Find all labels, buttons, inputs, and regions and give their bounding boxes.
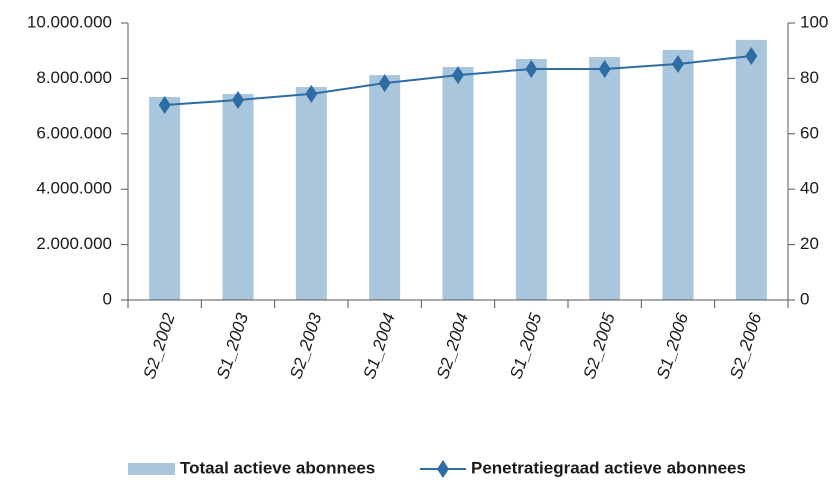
line-marker	[305, 84, 318, 103]
y2-tick-label: 60	[800, 123, 819, 142]
bar	[735, 39, 767, 300]
legend-label: Penetratiegraad actieve abonnees	[471, 458, 746, 477]
bar	[369, 75, 401, 301]
y2-tick-label: 40	[800, 179, 819, 198]
bar	[295, 86, 327, 300]
legend-label: Totaal actieve abonnees	[180, 458, 375, 477]
x-tick-label: S1_2003	[213, 310, 252, 381]
y-tick-label: 2.000.000	[36, 234, 112, 253]
legend-swatch	[128, 463, 175, 475]
x-tick-label: S2_2006	[726, 310, 765, 381]
line-marker	[598, 59, 611, 78]
bar	[662, 49, 694, 300]
y2-tick-label: 0	[800, 289, 809, 308]
y-tick-label: 0	[103, 289, 112, 308]
bar	[442, 67, 474, 300]
y-tick-label: 10.000.000	[27, 12, 112, 31]
y-tick-label: 6.000.000	[36, 123, 112, 142]
y-tick-label: 4.000.000	[36, 179, 112, 198]
bar	[589, 57, 621, 300]
x-tick-label: S1_2005	[506, 310, 545, 381]
bar	[149, 96, 181, 300]
line-marker	[232, 91, 244, 110]
x-tick-label: S2_2003	[286, 310, 325, 381]
y2-tick-label: 100	[800, 12, 828, 31]
line-marker	[672, 54, 684, 73]
x-tick-label: S2_2004	[433, 311, 472, 382]
y2-tick-label: 80	[800, 68, 819, 87]
line-marker	[452, 66, 464, 85]
x-tick-label: S2_2002	[140, 310, 179, 381]
line-marker	[745, 46, 758, 65]
y-tick-label: 8.000.000	[36, 68, 112, 87]
x-tick-label: S2_2005	[580, 310, 619, 381]
bar	[222, 93, 254, 300]
bar	[515, 59, 547, 301]
line-marker	[525, 59, 538, 78]
line-marker	[378, 74, 391, 93]
x-tick-label: S1_2004	[360, 311, 399, 382]
y2-tick-label: 20	[800, 234, 819, 253]
legend-marker	[437, 460, 449, 478]
x-tick-label: S1_2006	[653, 310, 692, 381]
line-marker	[158, 95, 171, 114]
